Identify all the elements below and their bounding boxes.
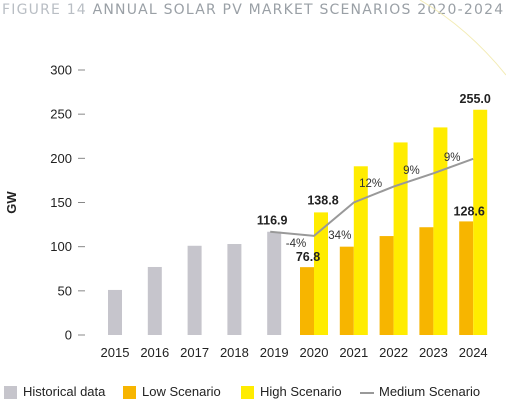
x-tick-label: 2017 <box>180 345 209 360</box>
legend-swatch-historical <box>4 386 17 399</box>
bar-high-scenario <box>393 142 408 335</box>
bar-value-label: 116.9 <box>257 214 288 228</box>
figure-title: FIGURE 14 ANNUAL SOLAR PV MARKET SCENARI… <box>2 2 504 18</box>
bar-high-scenario <box>473 109 488 335</box>
bar-low-scenario <box>339 246 354 335</box>
y-tick-label: 200 <box>50 151 72 166</box>
y-tick-label: 300 <box>50 63 72 78</box>
y-tick-label: 100 <box>50 239 72 254</box>
legend-swatch-high <box>241 386 254 399</box>
bar-value-label: 255.0 <box>460 92 491 106</box>
growth-percent-label: 9% <box>444 152 461 164</box>
legend-line-medium <box>360 392 374 394</box>
bar-low-scenario <box>459 221 474 335</box>
bar-high-scenario <box>314 212 328 335</box>
bar-low-scenario <box>419 227 434 335</box>
bar-historical <box>108 289 122 335</box>
y-tick-label: 250 <box>50 107 72 122</box>
figure-number: FIGURE 14 <box>2 2 87 18</box>
growth-percent-label: 34% <box>328 230 351 242</box>
x-tick-label: 2024 <box>459 345 488 360</box>
x-tick-label: 2021 <box>339 345 368 360</box>
x-tick-label: 2019 <box>260 345 289 360</box>
bar-value-label: 138.8 <box>307 193 338 207</box>
bar-high-scenario <box>353 166 368 335</box>
bar-value-label: 128.6 <box>454 204 485 218</box>
x-tick-label: 2022 <box>379 345 408 360</box>
y-tick-label: 50 <box>58 283 72 298</box>
decorative-arc <box>419 0 506 76</box>
bar-high-scenario <box>433 127 448 336</box>
y-tick-label: 150 <box>50 195 72 210</box>
growth-percent-label: 9% <box>403 165 420 177</box>
legend-label-historical: Historical data <box>23 384 106 399</box>
legend-label-high: High Scenario <box>260 384 342 399</box>
x-tick-label: 2016 <box>140 345 169 360</box>
bar-value-label: 76.8 <box>296 250 320 264</box>
y-tick-label: 0 <box>65 328 72 343</box>
growth-percent-label: -4% <box>286 238 306 250</box>
legend-label-low: Low Scenario <box>142 384 221 399</box>
legend-swatch-low <box>123 386 136 399</box>
y-axis-title: GW <box>4 191 19 214</box>
x-tick-label: 2015 <box>101 345 130 360</box>
bar-historical <box>227 244 242 335</box>
bar-historical <box>267 231 282 335</box>
growth-percent-label: 12% <box>359 178 382 190</box>
bar-historical <box>147 266 162 335</box>
bar-historical <box>187 245 202 335</box>
x-tick-label: 2023 <box>419 345 448 360</box>
bar-chart: GW 0 50 100 150 200 250 300 2015 2016 2017 2018 2019… <box>4 0 506 360</box>
bar-low-scenario <box>300 267 314 335</box>
x-tick-label: 2020 <box>300 345 329 360</box>
figure-title-text: ANNUAL SOLAR PV MARKET SCENARIOS 2020-20… <box>92 2 505 18</box>
bar-low-scenario <box>379 236 394 335</box>
legend-label-medium: Medium Scenario <box>379 384 481 399</box>
x-tick-label: 2018 <box>220 345 249 360</box>
line-medium-scenario <box>270 157 474 237</box>
